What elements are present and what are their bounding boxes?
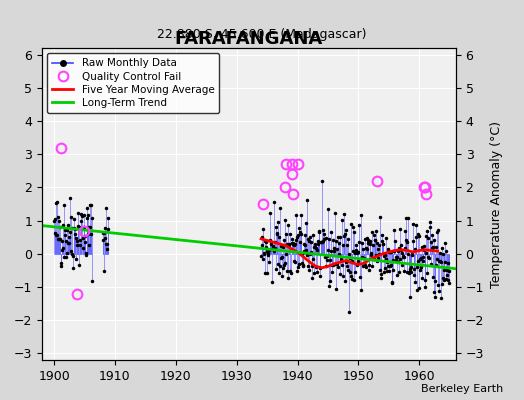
Text: 22.880 S, 45.600 E (Madagascar): 22.880 S, 45.600 E (Madagascar) [157, 28, 367, 41]
Title: FARAFANGANA: FARAFANGANA [175, 30, 323, 48]
Legend: Raw Monthly Data, Quality Control Fail, Five Year Moving Average, Long-Term Tren: Raw Monthly Data, Quality Control Fail, … [47, 53, 220, 113]
Text: Berkeley Earth: Berkeley Earth [421, 384, 503, 394]
Y-axis label: Temperature Anomaly (°C): Temperature Anomaly (°C) [489, 120, 503, 288]
